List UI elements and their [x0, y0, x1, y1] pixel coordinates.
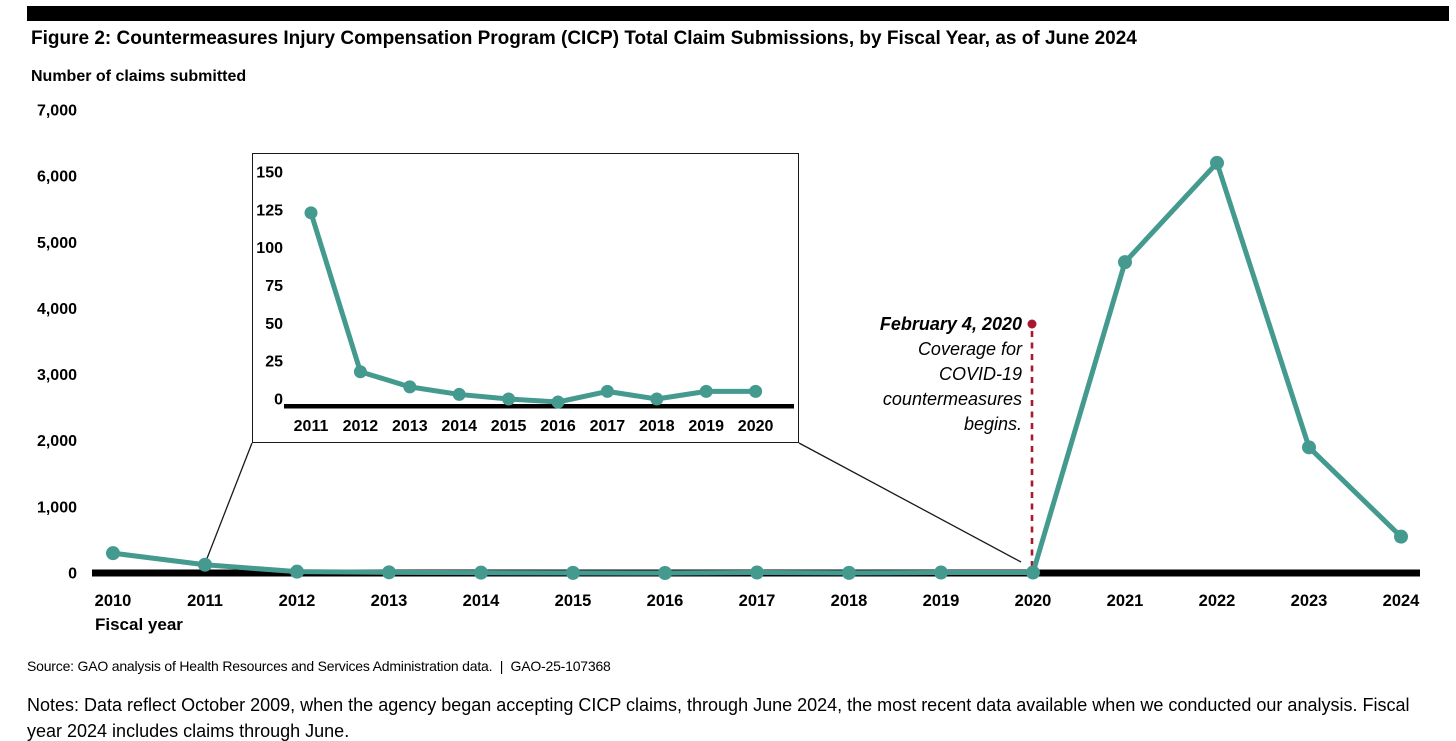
inset-data-point-2015: [502, 392, 516, 406]
x-tick-label-2014: 2014: [463, 592, 501, 610]
data-point-2020: [1026, 565, 1040, 580]
notes-text: Notes: Data reflect October 2009, when t…: [27, 695, 1410, 741]
covid-event-dot: [1027, 319, 1037, 329]
source-line: Source: GAO analysis of Health Resources…: [27, 658, 611, 674]
y-tick-label-3000: 3,000: [37, 367, 77, 384]
inset-y-tick-label-25: 25: [265, 354, 283, 371]
x-tick-label-2016: 2016: [647, 592, 684, 610]
inset-x-tick-label-2020: 2020: [738, 418, 774, 435]
x-tick-label-2013: 2013: [371, 592, 408, 610]
y-tick-label-5000: 5,000: [37, 235, 77, 252]
inset-data-point-2020: [749, 384, 763, 398]
x-tick-label-2010: 2010: [95, 592, 132, 610]
inset-callout-line-right: [798, 442, 1022, 563]
inset-data-point-2012: [353, 365, 367, 379]
inset-data-point-2016: [551, 395, 565, 409]
figure-title: Figure 2: Countermeasures Injury Compens…: [31, 28, 1137, 49]
covid-coverage-annotation: February 4, 2020 Coverage for COVID-19 c…: [802, 312, 1022, 437]
inset-data-point-2013: [403, 380, 417, 394]
annotation-line: begins.: [963, 414, 1022, 434]
x-tick-label-2012: 2012: [279, 592, 316, 610]
x-axis-title: Fiscal year: [95, 615, 183, 634]
inset-data-point-2017: [600, 384, 614, 398]
annotation-line: Coverage for: [917, 339, 1022, 359]
inset-x-tick-label-2017: 2017: [590, 418, 626, 435]
inset-data-point-2018: [650, 392, 664, 406]
inset-y-tick-label-100: 100: [256, 240, 283, 257]
inset-chart-box: 0 25 50 75 100 125 150 2011 2012 2013 2014 2015 2016…: [252, 153, 799, 443]
x-tick-label-2019: 2019: [923, 592, 960, 610]
data-point-2021: [1118, 255, 1132, 270]
y-tick-label-0: 0: [68, 566, 77, 583]
inset-data-point-2014: [452, 387, 466, 401]
data-point-2019: [934, 565, 948, 580]
y-tick-label-2000: 2,000: [37, 433, 77, 450]
inset-y-tick-label-75: 75: [265, 278, 283, 295]
data-point-2010: [106, 546, 120, 561]
y-tick-label-1000: 1,000: [37, 499, 77, 516]
inset-data-point-2019: [699, 384, 713, 398]
inset-y-tick-label-50: 50: [265, 316, 283, 333]
data-point-2017: [750, 565, 764, 580]
data-point-2013: [382, 565, 396, 580]
x-tick-label-2021: 2021: [1107, 592, 1144, 610]
data-point-2015: [566, 565, 580, 580]
inset-y-tick-label-125: 125: [256, 202, 283, 219]
inset-x-tick-label-2019: 2019: [688, 418, 724, 435]
inset-x-tick-label-2013: 2013: [392, 418, 428, 435]
data-point-2018: [842, 565, 856, 580]
inset-series-line: [308, 212, 756, 405]
x-tick-label-2011: 2011: [187, 592, 223, 610]
annotation-line: countermeasures: [882, 389, 1022, 409]
inset-x-tick-label-2011: 2011: [294, 418, 329, 435]
x-tick-label-2023: 2023: [1291, 592, 1328, 610]
data-point-2012: [290, 564, 304, 579]
inset-line-chart: 0 25 50 75 100 125 150 2011 2012 2013 2014 2015 2016…: [256, 165, 794, 435]
top-rule: [27, 6, 1449, 21]
data-point-2014: [474, 565, 488, 580]
inset-y-tick-label-0: 0: [274, 392, 283, 409]
x-tick-label-2015: 2015: [555, 592, 592, 610]
inset-x-tick-label-2012: 2012: [343, 418, 379, 435]
x-tick-label-2018: 2018: [831, 592, 868, 610]
x-tick-label-2022: 2022: [1199, 592, 1236, 610]
y-tick-label-7000: 7,000: [37, 103, 77, 120]
x-tick-label-2017: 2017: [739, 592, 776, 610]
data-point-2023: [1302, 440, 1316, 455]
y-tick-label-4000: 4,000: [37, 301, 77, 318]
y-tick-label-6000: 6,000: [37, 169, 77, 186]
data-point-2011: [198, 557, 212, 572]
inset-x-axis-line: [284, 404, 794, 409]
data-point-2016: [658, 566, 672, 580]
inset-y-tick-label-150: 150: [256, 165, 283, 182]
data-point-2024: [1394, 529, 1408, 544]
annotation-date: February 4, 2020: [879, 314, 1022, 334]
inset-callout-line-left: [205, 442, 253, 562]
data-point-2022: [1210, 155, 1224, 170]
annotation-line: COVID-19: [938, 364, 1022, 384]
inset-x-tick-label-2014: 2014: [441, 418, 477, 435]
inset-data-point-2011: [304, 206, 318, 220]
inset-x-tick-label-2016: 2016: [540, 418, 576, 435]
inset-x-tick-label-2015: 2015: [491, 418, 527, 435]
inset-x-tick-label-2018: 2018: [639, 418, 675, 435]
x-tick-label-2024: 2024: [1383, 592, 1421, 610]
y-axis-title: Number of claims submitted: [31, 68, 247, 85]
x-tick-label-2020: 2020: [1015, 592, 1052, 610]
